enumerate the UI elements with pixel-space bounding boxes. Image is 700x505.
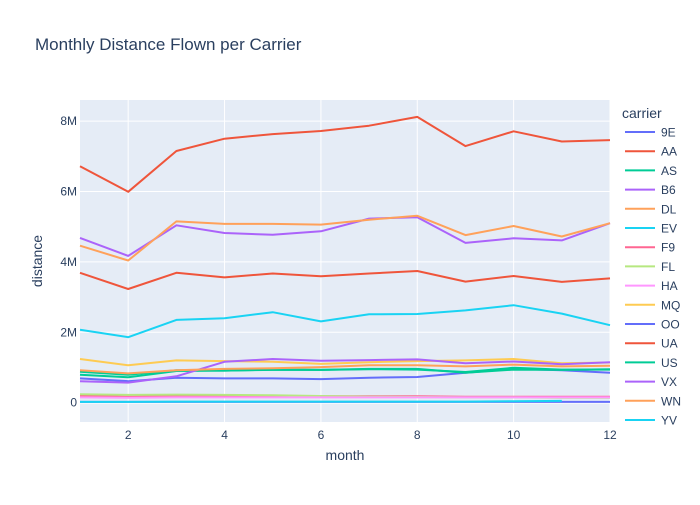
legend-item-yv[interactable]: YV: [625, 414, 677, 428]
legend-item-9e[interactable]: 9E: [625, 126, 676, 140]
x-tick-label: 10: [507, 428, 521, 442]
legend-item-us[interactable]: US: [625, 356, 678, 370]
y-tick-label: 0: [70, 396, 77, 410]
legend-item-oo[interactable]: OO: [625, 318, 680, 332]
legend-item-ha[interactable]: HA: [625, 279, 678, 293]
series-line-yv[interactable]: [80, 401, 562, 402]
x-axis-title: month: [326, 447, 365, 463]
legend: 9E AA AS B6 DL EV F9 FL HA MQ OO UA US VX WN YV: [625, 126, 681, 428]
legend-label: AS: [661, 164, 677, 178]
legend-label: AA: [661, 145, 677, 159]
legend-item-ua[interactable]: UA: [625, 337, 678, 351]
y-tick-label: 4M: [60, 255, 77, 269]
chart-title: Monthly Distance Flown per Carrier: [35, 35, 302, 54]
x-tick-label: 12: [603, 428, 617, 442]
x-tick-label: 2: [125, 428, 132, 442]
y-tick-label: 8M: [60, 114, 77, 128]
legend-label: MQ: [661, 298, 680, 312]
legend-label: VX: [661, 375, 677, 389]
y-tick-label: 6M: [60, 184, 77, 198]
legend-label: F9: [661, 241, 675, 255]
legend-item-ev[interactable]: EV: [625, 222, 677, 236]
legend-item-dl[interactable]: DL: [625, 202, 677, 216]
legend-label: FL: [661, 260, 675, 274]
legend-item-vx[interactable]: VX: [625, 375, 677, 389]
legend-label: HA: [661, 279, 678, 293]
legend-item-mq[interactable]: MQ: [625, 298, 680, 312]
legend-item-wn[interactable]: WN: [625, 394, 681, 408]
legend-title: carrier: [622, 105, 662, 121]
legend-label: DL: [661, 202, 677, 216]
legend-label: WN: [661, 394, 681, 408]
legend-label: US: [661, 356, 678, 370]
legend-label: YV: [661, 414, 677, 428]
legend-label: OO: [661, 318, 680, 332]
y-tick-label: 2M: [60, 325, 77, 339]
legend-label: 9E: [661, 126, 676, 140]
legend-item-f9[interactable]: F9: [625, 241, 675, 255]
legend-item-b6[interactable]: B6: [625, 183, 676, 197]
x-tick-label: 6: [318, 428, 325, 442]
legend-label: UA: [661, 337, 678, 351]
legend-label: B6: [661, 183, 676, 197]
legend-item-as[interactable]: AS: [625, 164, 677, 178]
legend-item-fl[interactable]: FL: [625, 260, 675, 274]
x-tick-label: 4: [221, 428, 228, 442]
legend-label: EV: [661, 222, 677, 236]
x-tick-label: 8: [414, 428, 421, 442]
legend-item-aa[interactable]: AA: [625, 145, 677, 159]
y-axis-title: distance: [29, 235, 45, 287]
